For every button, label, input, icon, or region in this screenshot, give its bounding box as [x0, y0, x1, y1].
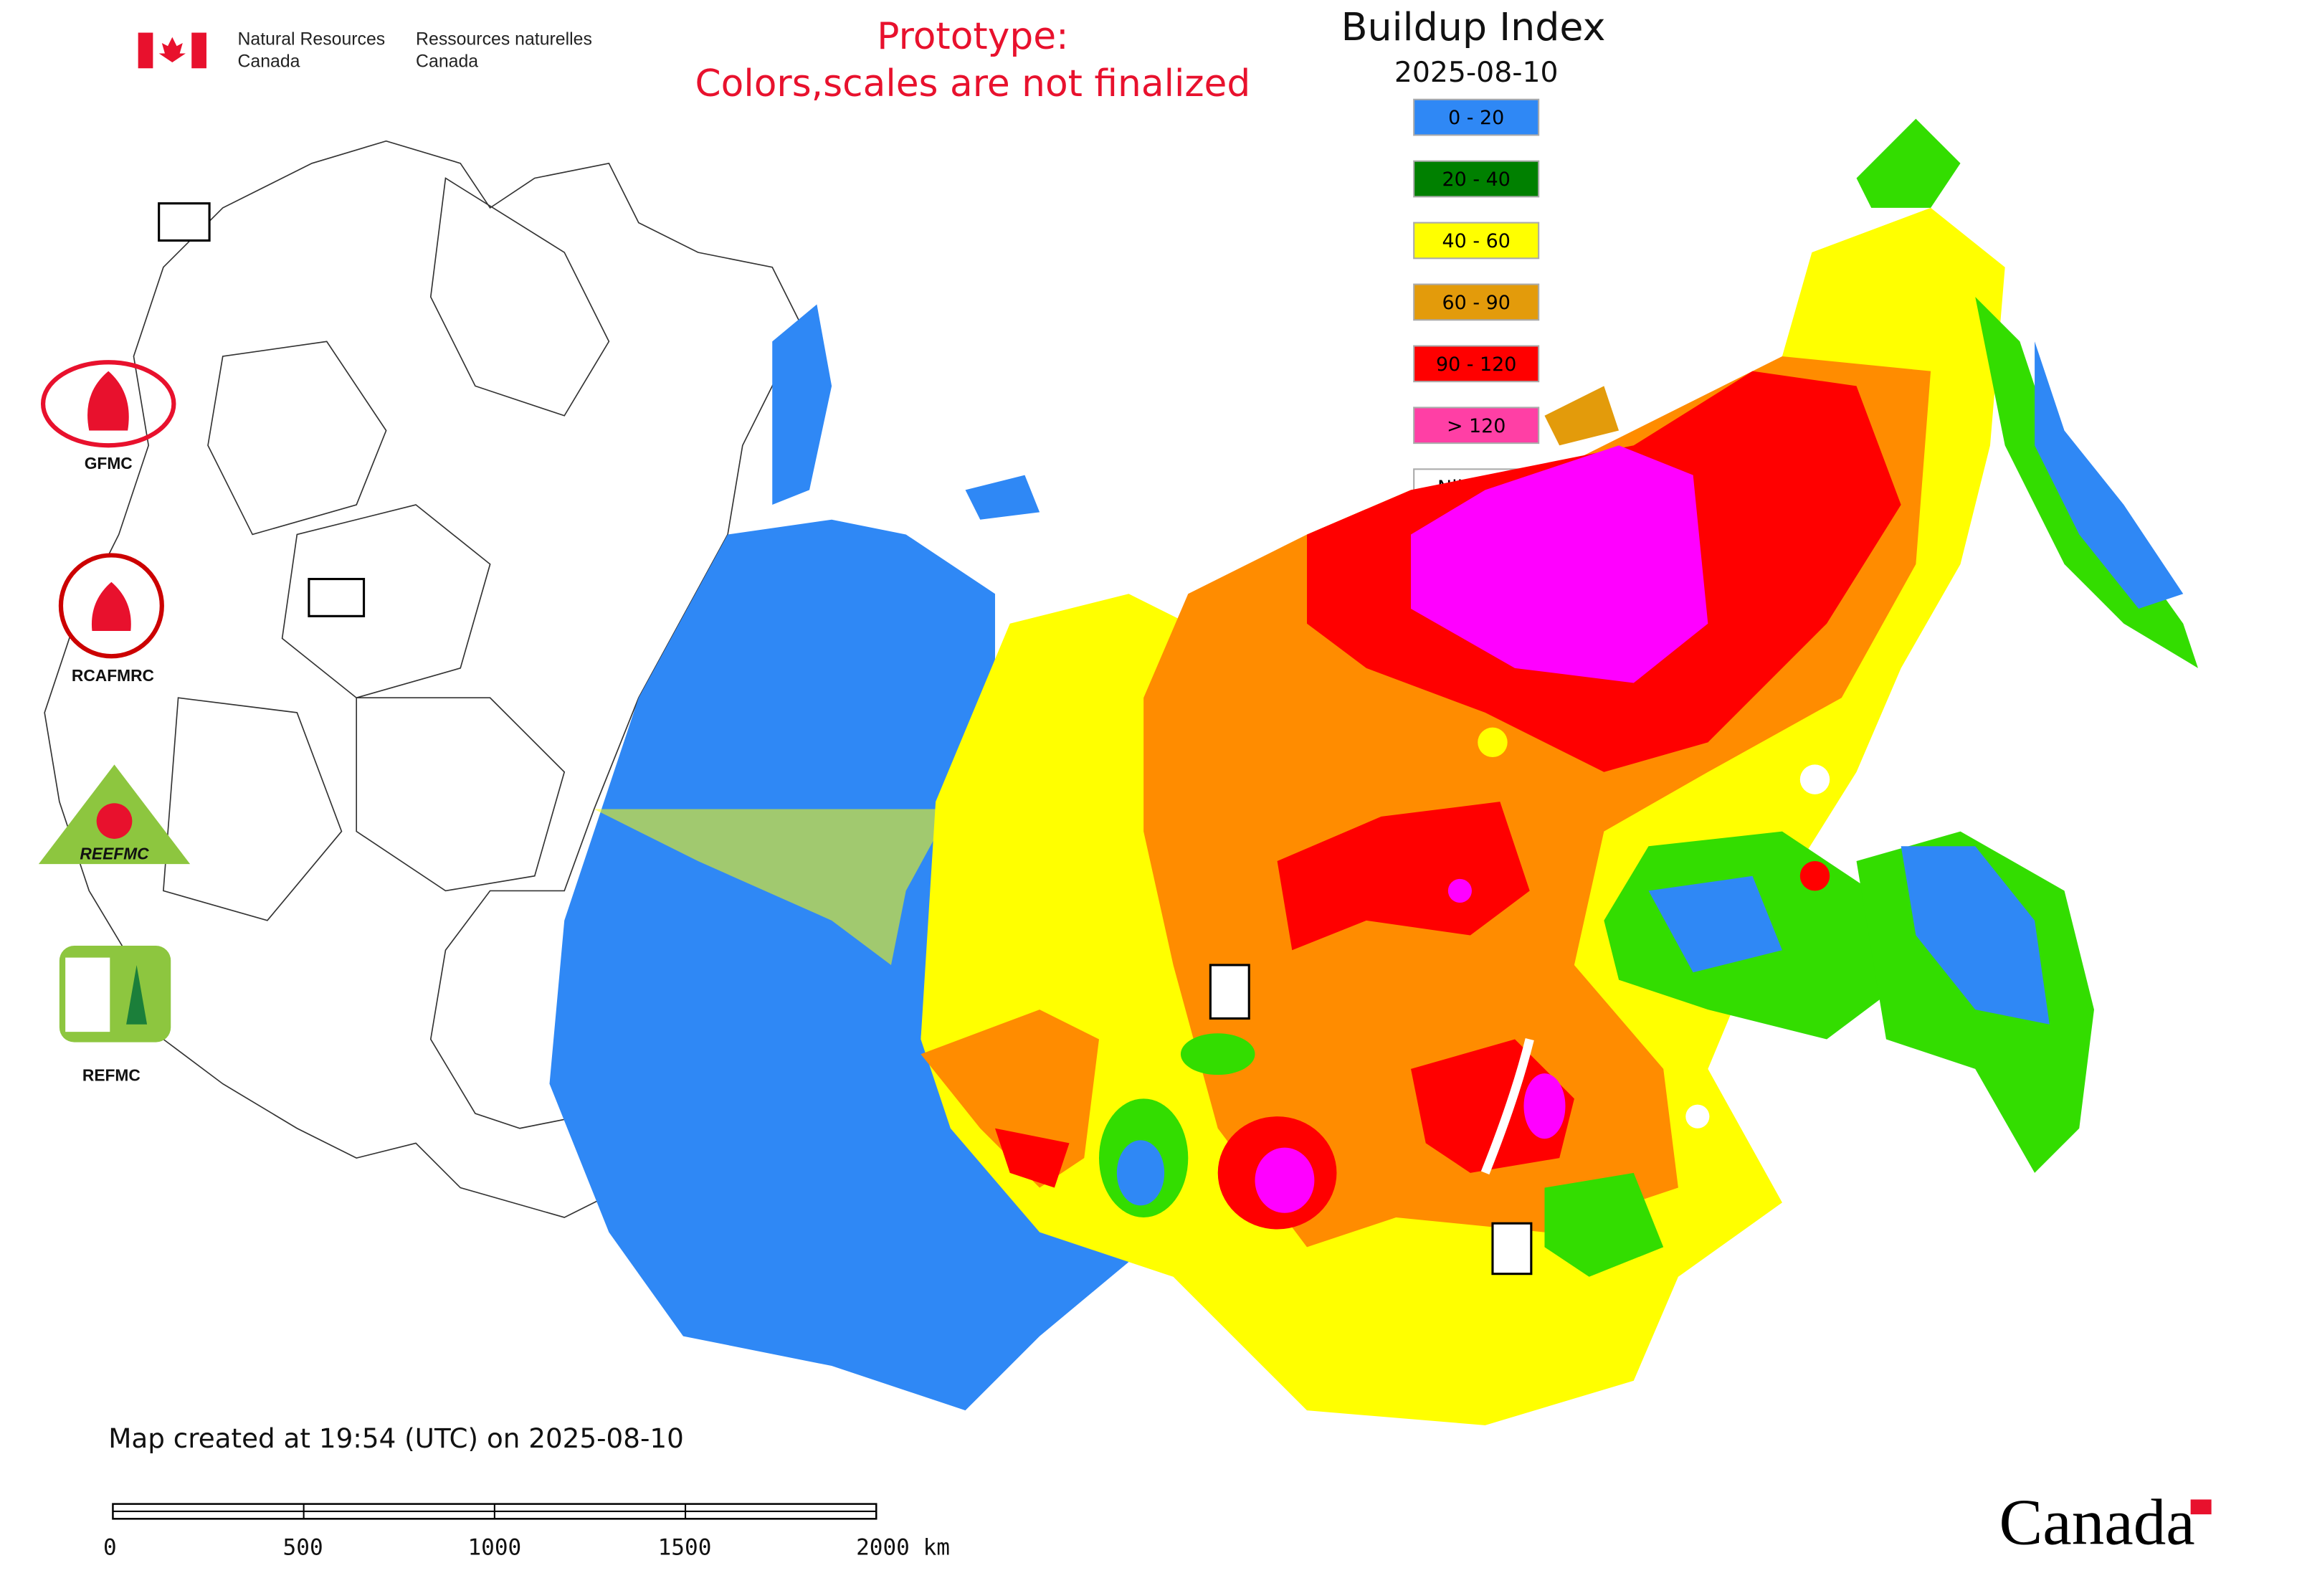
wordmark-flag	[2190, 1499, 2212, 1515]
logo-label: RCAFMRC	[72, 666, 154, 685]
maple-leaf	[158, 37, 186, 62]
region-over-120	[1255, 1147, 1315, 1213]
legend-swatch	[1413, 283, 1540, 321]
logo-label: REFMC	[82, 1065, 141, 1084]
gfmc-logo	[40, 360, 176, 448]
outline	[162, 697, 343, 921]
agency-en: Natural Resources	[237, 29, 385, 49]
flag-bar	[138, 32, 153, 69]
reefmc-flame	[96, 803, 133, 839]
rcafmrc-flame	[91, 581, 131, 632]
region-40-60	[1478, 727, 1508, 758]
region-0-20	[772, 304, 832, 505]
region-20-40	[1180, 1033, 1255, 1075]
region-nil	[1799, 764, 1830, 794]
region-20-40	[1856, 118, 1961, 208]
region-40-60	[594, 809, 951, 965]
canada-wordmark: Canada	[1999, 1486, 2194, 1559]
legend-label: > 120	[1447, 415, 1506, 437]
region-0-20	[2035, 341, 2184, 609]
logo-label: REEFMC	[80, 845, 149, 863]
region-over-120	[1523, 1073, 1566, 1139]
agency-en: Canada	[237, 52, 300, 72]
legend-label: 40 - 60	[1442, 230, 1511, 252]
bui-surface	[549, 118, 2198, 1425]
refmc-tree	[126, 964, 148, 1025]
logos: GFMC RCAFMRC REEFMC REFMC	[38, 360, 191, 1084]
legend-label: 20 - 40	[1442, 168, 1511, 191]
region-90-120	[1411, 1039, 1574, 1173]
region-nil	[1685, 1104, 1710, 1129]
marker	[1491, 1222, 1533, 1276]
legend-swatch	[1413, 160, 1540, 198]
region-90-120	[994, 1128, 1070, 1188]
agency-fr: Ressources naturelles	[416, 29, 592, 49]
flag-bar	[191, 32, 206, 69]
scale-label: 1500	[658, 1535, 712, 1561]
scale-label: 1000	[467, 1535, 521, 1561]
region-0-20	[1648, 875, 1782, 973]
scale-label: 2000 km	[856, 1535, 950, 1561]
outline	[281, 504, 491, 699]
legend-label: 90 - 120	[1436, 353, 1516, 376]
region-0-20	[965, 475, 1040, 520]
region-over-120	[1411, 445, 1708, 683]
agency-fr: Canada	[416, 52, 478, 72]
map-title: Buildup Index	[1341, 4, 1606, 49]
map-footer: Map created at 19:54 (UTC) on 2025-08-10	[108, 1422, 684, 1454]
marker	[308, 578, 366, 617]
legend-swatch	[1413, 222, 1540, 260]
region-0-20	[1116, 1140, 1165, 1206]
region-0-20	[1901, 846, 2050, 1025]
legend-swatch	[1413, 98, 1540, 136]
outline	[356, 697, 566, 892]
map-markers	[158, 202, 1533, 1276]
region-90-120	[1799, 861, 1830, 891]
region-20-40	[1544, 1172, 1664, 1277]
header: Natural Resources Canada Ressources natu…	[138, 29, 592, 72]
logo-label: GFMC	[85, 454, 133, 472]
marker	[158, 202, 211, 242]
legend-swatch	[1413, 407, 1540, 445]
region-90-120	[1277, 802, 1530, 951]
scale-label: 0	[103, 1535, 117, 1561]
refmc-stripes	[65, 957, 110, 1032]
legend: 0 - 20 20 - 40 40 - 60 60 - 90 90 - 120 > 120…	[1413, 98, 1540, 506]
scale-bar: 0 500 1000 1500 2000 km	[103, 1503, 950, 1561]
legend-label: 0 - 20	[1448, 107, 1504, 129]
marker	[1209, 964, 1250, 1020]
map-date: 2025-08-10	[1394, 56, 1559, 89]
prototype-note: Colors,scales are not finalized	[695, 62, 1251, 105]
scale-label: 500	[283, 1535, 323, 1561]
region-60-90	[1544, 386, 1620, 446]
legend-label: 60 - 90	[1442, 292, 1511, 314]
lake-baikal	[1480, 1037, 1534, 1175]
legend-swatch	[1413, 345, 1540, 383]
outline	[429, 177, 610, 417]
region-over-120	[1447, 878, 1472, 903]
prototype-note: Prototype:	[877, 15, 1068, 58]
gfmc-flame	[87, 371, 129, 431]
outline	[207, 341, 387, 536]
